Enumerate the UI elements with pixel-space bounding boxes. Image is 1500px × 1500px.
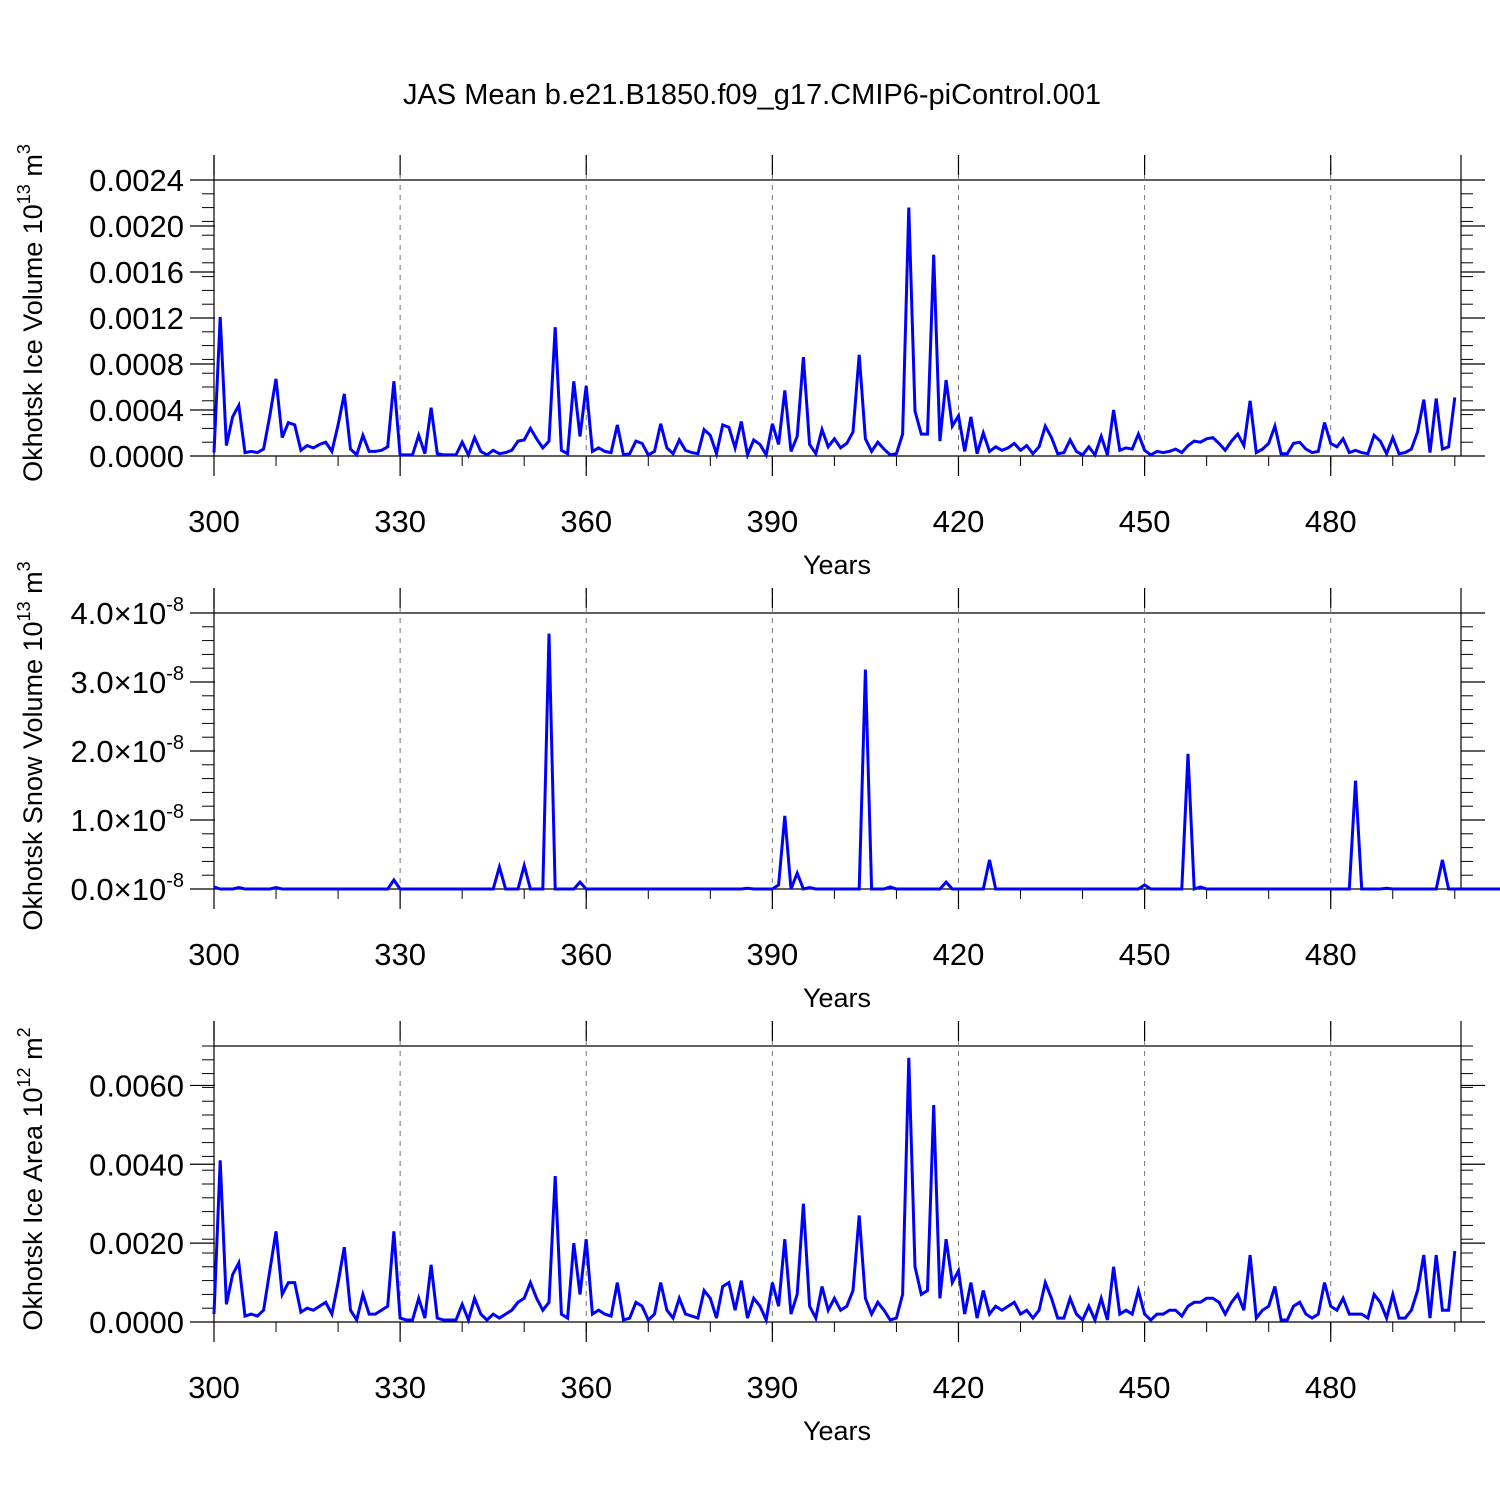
x-tick-label: 420 [933, 1370, 985, 1405]
series-points [213, 207, 1455, 455]
x-tick-label: 330 [374, 504, 426, 539]
x-tick-label: 450 [1119, 504, 1171, 539]
x-tick-label: 360 [560, 504, 612, 539]
x-tick-label: 450 [1119, 937, 1171, 972]
x-tick-label: 480 [1305, 504, 1357, 539]
y-tick-label: 4.0×10-8 [71, 594, 185, 631]
y-tick-label: 0.0016 [89, 255, 184, 290]
x-tick-label: 390 [746, 937, 798, 972]
y-tick-suffix: ×10 [114, 734, 167, 769]
y-axis-title-exp: 13 [14, 601, 34, 621]
y-tick-label: 0.0000 [89, 439, 184, 474]
y-tick-suffix: ×10 [114, 665, 167, 700]
x-tick-label: 390 [746, 504, 798, 539]
y-axis-title: Okhotsk Snow Volume 1013 m3 [14, 561, 48, 930]
y-axis-title-unit-exp: 3 [14, 561, 34, 571]
y-axis-title-unit: m [18, 1037, 48, 1067]
x-tick-label: 450 [1119, 1370, 1171, 1405]
y-tick-value: 3.0 [71, 665, 114, 700]
y-tick-value: 2.0 [71, 734, 114, 769]
y-axis-title-unit: m [18, 154, 48, 184]
x-tick-label: 300 [188, 1370, 240, 1405]
x-tick-label: 420 [933, 504, 985, 539]
series-points [213, 633, 1499, 890]
y-tick-label: 0.0020 [89, 209, 184, 244]
y-axis-title-text: Okhotsk Snow Volume 10 [18, 621, 48, 930]
x-axis-title: Years [803, 983, 871, 1013]
y-tick-suffix: ×10 [114, 872, 167, 907]
y-tick-label: 3.0×10-8 [71, 663, 185, 700]
y-tick-label: 1.0×10-8 [71, 801, 185, 838]
y-tick-label: 0.0008 [89, 347, 184, 382]
y-axis-title: Okhotsk Ice Volume 1013 m3 [14, 144, 48, 482]
x-tick-label: 300 [188, 504, 240, 539]
y-tick-exp: -8 [166, 870, 184, 892]
y-tick-label: 2.0×10-8 [71, 732, 185, 769]
x-tick-label: 330 [374, 937, 426, 972]
x-tick-label: 390 [746, 1370, 798, 1405]
chart-panel-2: 0.0×10-81.0×10-82.0×10-83.0×10-84.0×10-8… [14, 561, 1500, 1013]
y-axis-title-text: Okhotsk Ice Volume 10 [18, 204, 48, 482]
x-tick-label: 360 [560, 1370, 612, 1405]
y-tick-exp: -8 [166, 594, 184, 616]
x-tick-label: 300 [188, 937, 240, 972]
y-axis-title-unit-exp: 3 [14, 144, 34, 154]
y-tick-exp: -8 [166, 732, 184, 754]
x-tick-label: 360 [560, 937, 612, 972]
y-tick-label: 0.0060 [89, 1068, 184, 1103]
x-tick-label: 420 [933, 937, 985, 972]
chart-panel-1: 0.0000 0.0004 0.0008 0.0012 0.0016 0.0020 0.00… [14, 144, 1485, 580]
y-tick-value: 4.0 [71, 596, 114, 631]
series-line [213, 633, 1500, 892]
y-tick-label: 0.0024 [89, 163, 184, 198]
y-tick-label: 0.0000 [89, 1305, 184, 1340]
y-axis-title-unit: m [18, 571, 48, 601]
y-axis-title-exp: 13 [14, 184, 34, 204]
y-tick-label: 0.0004 [89, 393, 184, 428]
y-axis-title-text: Okhotsk Ice Area 10 [18, 1087, 48, 1330]
y-tick-label: 0.0040 [89, 1147, 184, 1182]
y-tick-label: 0.0012 [89, 301, 184, 336]
y-tick-exp: -8 [166, 801, 184, 823]
y-tick-suffix: ×10 [114, 803, 167, 838]
x-tick-label: 480 [1305, 1370, 1357, 1405]
chart-panels: 0.00000.00040.00080.00120.00160.00200.00… [14, 144, 1500, 1446]
y-tick-label: 0.0×10-8 [71, 870, 185, 907]
y-axis-title-unit-exp: 2 [14, 1027, 34, 1037]
x-axis-title: Years [803, 550, 871, 580]
y-tick-suffix: ×10 [114, 596, 167, 631]
chart-title: JAS Mean b.e21.B1850.f09_g17.CMIP6-piCon… [403, 79, 1101, 111]
y-tick-exp: -8 [166, 663, 184, 685]
x-tick-label: 480 [1305, 937, 1357, 972]
y-tick-value: 1.0 [71, 803, 114, 838]
y-axis-title-exp: 12 [14, 1067, 34, 1087]
chart-panel-3: 0.0000 0.0020 0.0040 0.0060 300 330 360 390 420 4… [14, 1021, 1485, 1446]
y-tick-value: 0.0 [71, 872, 114, 907]
x-tick-label: 330 [374, 1370, 426, 1405]
y-tick-label: 0.0020 [89, 1226, 184, 1261]
series-points [213, 1057, 1455, 1321]
x-axis-title: Years [803, 1416, 871, 1446]
y-axis-title: Okhotsk Ice Area 1012 m2 [14, 1027, 48, 1330]
